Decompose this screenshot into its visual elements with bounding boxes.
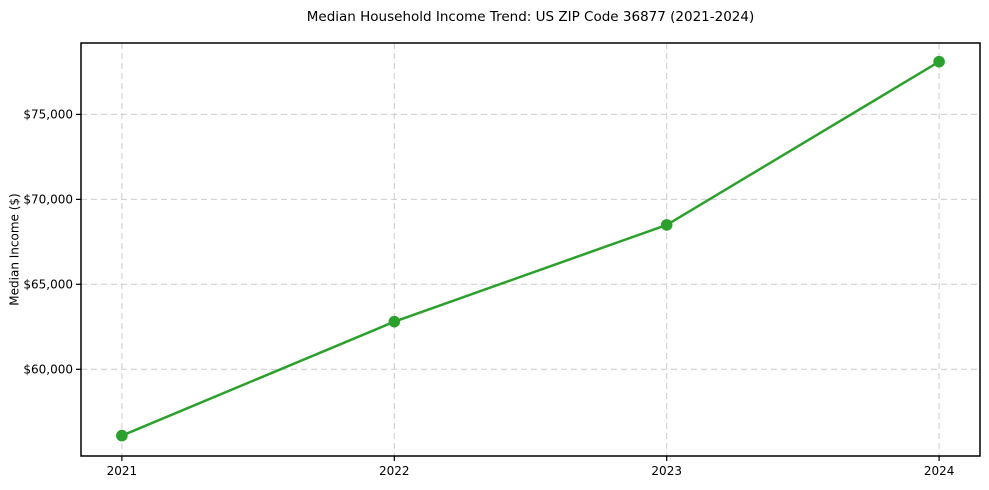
x-tick-label: 2021 — [107, 464, 138, 478]
x-tick-label: 2024 — [924, 464, 955, 478]
y-tick-label: $65,000 — [23, 278, 73, 292]
plot-frame — [80, 42, 981, 457]
data-point-marker — [116, 429, 128, 442]
y-tick-label: $60,000 — [23, 363, 73, 377]
x-tick-label: 2022 — [379, 464, 410, 478]
data-point-marker — [660, 219, 673, 231]
data-point-marker — [388, 315, 401, 328]
y-tick-label: $75,000 — [23, 108, 73, 122]
data-point-marker — [933, 55, 945, 68]
income-trend-line — [120, 60, 941, 437]
y-tick-label: $70,000 — [23, 193, 73, 207]
x-tick-label: 2023 — [651, 464, 682, 478]
chart-title: Median Household Income Trend: US ZIP Co… — [306, 9, 755, 25]
